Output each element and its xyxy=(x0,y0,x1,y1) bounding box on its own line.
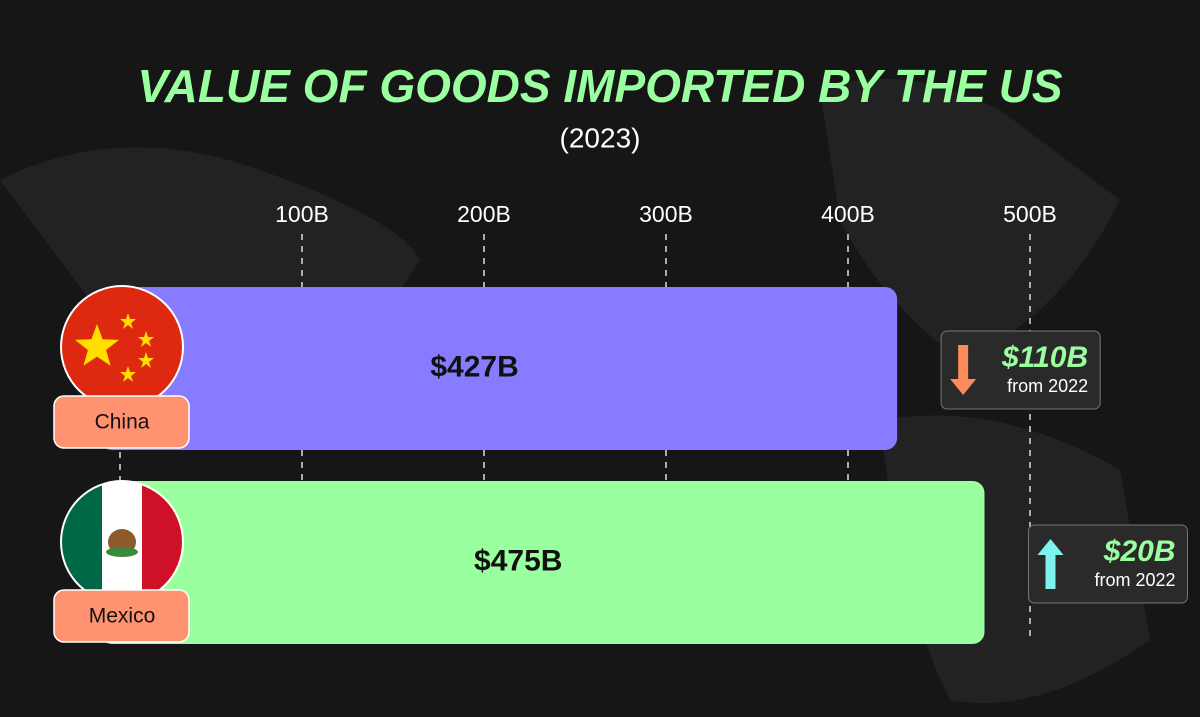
category-label: Mexico xyxy=(89,605,156,628)
change-label: $110B xyxy=(1001,341,1088,374)
x-tick-label: 100B xyxy=(275,201,329,227)
flags: China Mexico xyxy=(53,285,190,643)
x-tick-label: 400B xyxy=(821,201,875,227)
category-pill xyxy=(53,395,190,449)
bar xyxy=(100,287,898,450)
change-arrow xyxy=(1037,539,1064,589)
change-arrow xyxy=(950,345,977,395)
china-flag xyxy=(62,287,182,407)
chart-subtitle: (2023) xyxy=(560,122,641,153)
change-box-bg xyxy=(940,330,1101,410)
category-pill xyxy=(53,589,190,643)
change-box-bg xyxy=(1028,524,1188,604)
bar-value-label: $427B xyxy=(430,350,518,383)
bar xyxy=(100,481,985,644)
change-label: $20B xyxy=(1103,535,1176,568)
bar-value-label: $475B xyxy=(474,544,562,577)
change-note: from 2022 xyxy=(1094,570,1175,590)
chart-title: VALUE OF GOODS IMPORTED BY THE US xyxy=(137,60,1063,112)
x-tick-label: 200B xyxy=(457,201,511,227)
mexico-flag xyxy=(62,482,182,602)
map-shape xyxy=(0,78,1150,704)
x-tick-label: 300B xyxy=(639,201,693,227)
x-tick-label: 500B xyxy=(1003,201,1057,227)
change-note: from 2022 xyxy=(1007,376,1088,396)
category-label: China xyxy=(95,411,150,434)
